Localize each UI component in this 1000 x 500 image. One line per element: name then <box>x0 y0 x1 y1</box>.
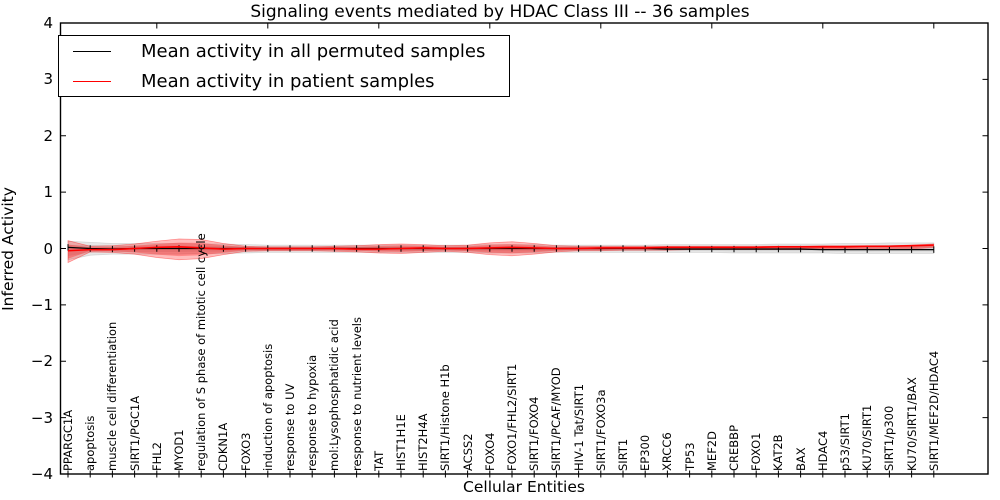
x-tick-label: SIRT1/PCAF/MYOD <box>549 367 564 471</box>
x-tick-label: regulation of S phase of mitotic cell cy… <box>194 233 209 471</box>
legend: Mean activity in all permuted samples Me… <box>58 35 510 97</box>
x-tick-label: SIRT1/MEF2D/HDAC4 <box>926 350 941 471</box>
axis-ticks <box>60 22 988 478</box>
x-tick-label: SIRT1/FOXO4 <box>527 396 542 471</box>
x-tick-label: XRCC6 <box>660 432 675 471</box>
y-tick-label: 3 <box>43 70 53 89</box>
x-tick-label: response to hypoxia <box>305 354 320 471</box>
x-tick-label: p53/SIRT1 <box>838 413 852 471</box>
x-tick-label: CREBBP <box>727 425 741 471</box>
legend-item-patient: Mean activity in patient samples <box>59 67 509 96</box>
x-tick-label: response to nutrient levels <box>349 317 364 471</box>
permuted-range-band <box>67 240 935 261</box>
x-tick-label: SIRT1/p300 <box>882 405 897 471</box>
x-tick-label: FOXO1/FHL2/SIRT1 <box>505 363 519 471</box>
x-tick-label: KAT2B <box>771 434 786 471</box>
patient-range-band-inner <box>68 242 934 259</box>
x-axis-label: Cellular Entities <box>463 478 585 496</box>
y-tick-label: 1 <box>43 183 53 202</box>
x-tick-label: SIRT1/Histone H1b <box>438 364 453 471</box>
patient-mean-line <box>67 244 934 252</box>
x-tick-label: KU70/SIRT1 <box>860 404 875 471</box>
legend-item-permuted: Mean activity in all permuted samples <box>59 37 509 66</box>
y-tick-label: −3 <box>30 408 53 427</box>
x-tick-label: induction of apoptosis <box>260 343 275 471</box>
x-tick-label: mol:Lysophosphatidic acid <box>327 319 342 471</box>
y-tick-label: −4 <box>30 465 53 483</box>
x-tick-label: PPARGC1A <box>61 409 75 471</box>
legend-line-patient-icon <box>73 80 111 82</box>
x-tick-label: FOXO3 <box>238 432 253 471</box>
x-tick-label: TAT <box>371 450 386 471</box>
chart-title: Signaling events mediated by HDAC Class … <box>250 2 750 22</box>
x-tick-label: MEF2D <box>704 431 719 471</box>
y-tick-label: 2 <box>43 126 53 145</box>
x-tick-label: KU70/SIRT1/BAX <box>904 377 919 471</box>
y-tick-label: 4 <box>43 14 53 32</box>
x-tick-label: HIST1H1E <box>394 414 408 471</box>
x-tick-label: SIRT1 <box>616 438 630 471</box>
x-tick-label: FHL2 <box>149 442 164 471</box>
x-tick-label: CDKN1A <box>216 422 231 471</box>
x-tick-label: HIV-1 Tat/SIRT1 <box>571 383 586 471</box>
x-tick-label: HDAC4 <box>815 430 830 471</box>
x-tick-label: SIRT1/FOXO3a <box>593 389 608 471</box>
x-tick-label: response to UV <box>283 383 297 471</box>
x-tick-label: muscle cell differentiation <box>105 321 120 471</box>
legend-label-permuted: Mean activity in all permuted samples <box>141 40 486 62</box>
x-tick-label: apoptosis <box>83 415 98 471</box>
x-tick-label: BAX <box>793 447 808 471</box>
y-tick-label: 0 <box>43 239 53 258</box>
x-tick-label: SIRT1/PGC1A <box>127 395 142 471</box>
legend-label-patient: Mean activity in patient samples <box>141 70 435 92</box>
x-tick-label: FOXO1 <box>749 432 764 471</box>
x-tick-label: FOXO4 <box>482 432 497 471</box>
x-tick-label: ACSS2 <box>460 433 475 471</box>
x-tick-label: MYOD1 <box>172 429 186 471</box>
x-tick-label: EP300 <box>638 434 653 471</box>
y-tick-label: −1 <box>30 295 53 314</box>
y-tick-label: −2 <box>30 352 53 371</box>
x-tick-label: HIST2H4A <box>416 413 431 471</box>
legend-line-permuted-icon <box>73 50 111 52</box>
x-tick-label: TP53 <box>682 442 697 471</box>
